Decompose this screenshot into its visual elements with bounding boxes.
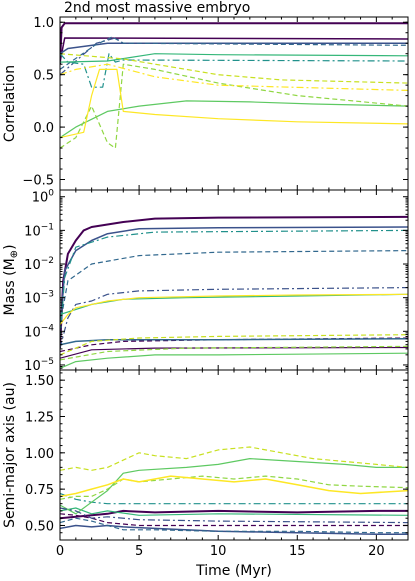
y-tick-label: −0.5 — [22, 174, 54, 189]
series-line-8 — [60, 63, 408, 149]
series-line-5 — [60, 53, 408, 88]
series-line-0 — [60, 509, 408, 520]
series-group — [60, 446, 408, 535]
series-line-9 — [60, 346, 408, 359]
y-tick-label: 1.25 — [25, 410, 54, 425]
y-axis-label: Mass (M⊕) — [2, 244, 20, 315]
x-tick-label: 15 — [289, 544, 306, 559]
chart-title: 2nd most massive embryo — [64, 0, 250, 16]
series-line-2 — [60, 517, 408, 534]
y-tick-label: 1.00 — [25, 447, 54, 462]
series-line-5 — [60, 293, 408, 316]
y-tick-label: 0.0 — [33, 121, 54, 136]
series-line-4 — [60, 287, 408, 349]
x-tick-label: 5 — [135, 544, 143, 559]
y-tick-label: 1.0 — [33, 16, 54, 31]
series-line-6 — [60, 458, 408, 515]
series-line-6 — [60, 293, 408, 325]
mass-panel: 100 10−1 10−2 10−3 10−4 10−5 Mass (M⊕) — [2, 189, 409, 374]
semi-major-axis-panel: 0 5 10 15 20 0.50 0.75 1.00 1.25 1.50 Semi-major a… — [2, 369, 409, 579]
series-line-10 — [60, 507, 408, 524]
series-line-9 — [60, 53, 408, 84]
series-line-2 — [60, 250, 408, 325]
series-line-1 — [60, 524, 408, 535]
series-line-7 — [60, 337, 408, 353]
series-group — [60, 22, 408, 149]
x-tick-label: 0 — [56, 544, 64, 559]
x-axis-label: Time (Myr) — [195, 563, 272, 579]
y-tick-label: 10−4 — [24, 323, 54, 340]
series-line-6 — [60, 53, 408, 63]
y-tick-label: 10−3 — [24, 290, 54, 307]
series-line-12 — [60, 352, 408, 369]
series-line-1 — [60, 226, 408, 332]
series-line-9 — [60, 475, 408, 498]
y-tick-label: 10−5 — [24, 357, 54, 374]
series-line-11 — [60, 63, 408, 91]
x-tick-label: 10 — [210, 544, 227, 559]
series-line-10 — [60, 334, 408, 356]
y-axis-label: Semi-major axis (au) — [2, 382, 18, 528]
y-tick-label: 10−1 — [24, 222, 54, 239]
series-line-7 — [60, 475, 408, 500]
y-axis-label: Correlation — [2, 65, 18, 142]
y-tick-label: 0.5 — [33, 69, 54, 84]
series-line-8 — [60, 446, 408, 471]
series-line-3 — [60, 513, 408, 527]
series-line-11 — [60, 345, 408, 361]
correlation-panel: −0.5 0.0 0.5 1.0 Correlation 2nd most massive… — [2, 0, 409, 191]
series-group — [60, 215, 408, 369]
y-tick-label: 1.50 — [25, 374, 54, 389]
y-tick-label: 100 — [32, 189, 55, 206]
y-tick-label: 0.75 — [25, 483, 54, 498]
y-tick-label: 0.50 — [25, 519, 54, 534]
series-line-4 — [60, 36, 408, 70]
series-line-4 — [60, 492, 408, 505]
series-line-0 — [60, 22, 408, 65]
series-line-7 — [60, 100, 408, 139]
series-line-5 — [60, 507, 408, 516]
series-line-8 — [60, 337, 408, 346]
series-line-0 — [60, 215, 408, 349]
series-line-10 — [60, 68, 408, 139]
x-tick-label: 20 — [368, 544, 385, 559]
y-tick-label: 10−2 — [24, 256, 54, 273]
series-line-3 — [60, 229, 408, 339]
